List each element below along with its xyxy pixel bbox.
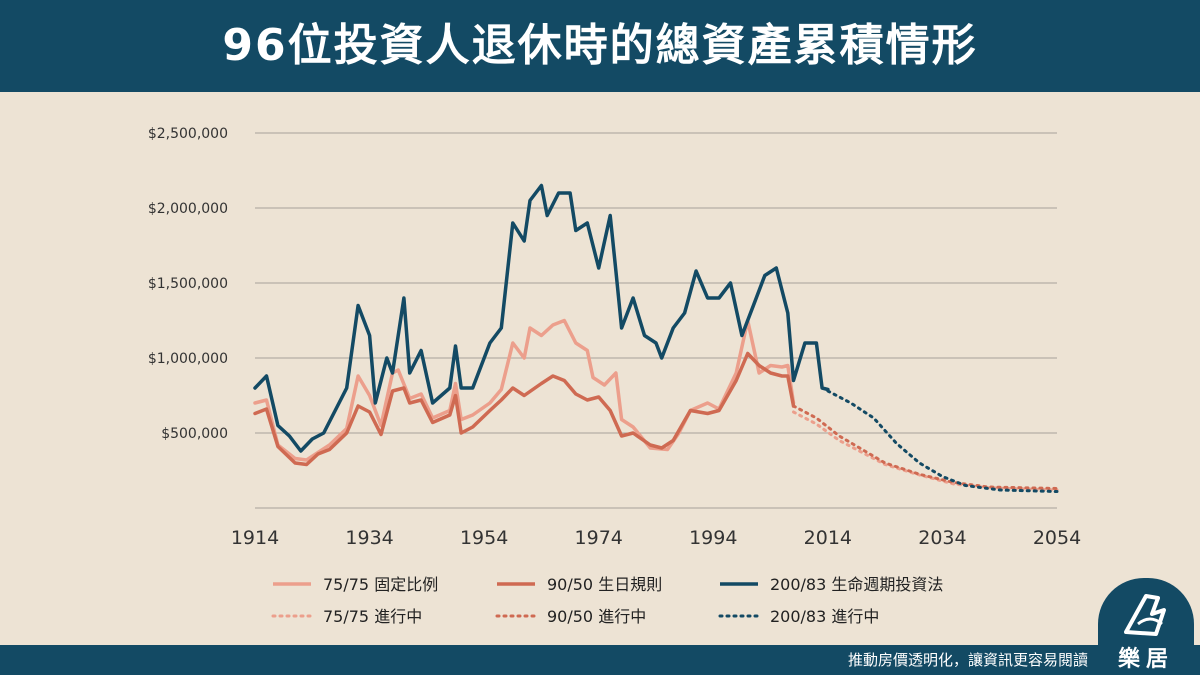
brand-logo: 樂居 [1098,578,1194,675]
brand-name: 樂居 [1117,647,1174,672]
x-tick-label: 2054 [1033,527,1081,549]
legend-label: 90/50 生日規則 [547,575,662,594]
legend-label: 200/83 生命週期投資法 [770,575,943,594]
x-tick-label: 2014 [804,527,852,549]
series-line-1 [253,318,796,462]
y-tick-label: $2,500,000 [148,126,228,142]
y-tick-label: $1,500,000 [148,276,228,292]
y-tick-label: $500,000 [161,426,228,442]
legend-label: 75/75 進行中 [323,607,422,626]
header-bar [0,0,1200,92]
y-tick-label: $2,000,000 [148,201,228,217]
legend-label: 75/75 固定比例 [323,575,438,594]
x-tick-label: 1994 [689,527,737,549]
series-line-6 [826,389,1059,493]
y-tick-label: $1,000,000 [148,351,228,367]
series-line-5 [792,404,1059,490]
x-tick-label: 1914 [231,527,279,549]
series-line-3 [253,183,830,453]
footer-tagline: 推動房價透明化，讓資訊更容易閱讀 [847,651,1088,669]
footer-bar: 推動房價透明化，讓資訊更容易閱讀 [0,645,1200,675]
series-line-4 [792,410,1059,492]
legend-label: 90/50 進行中 [547,607,646,626]
x-tick-label: 1974 [575,527,623,549]
brand-mark-icon [1124,594,1166,636]
x-tick-label: 2034 [918,527,966,549]
series-line-2 [253,351,796,467]
page-title: 96位投資人退休時的總資產累積情形 [222,20,978,71]
x-tick-label: 1954 [460,527,508,549]
legend-label: 200/83 進行中 [770,607,879,626]
x-tick-label: 1934 [345,527,393,549]
line-chart: $500,000 $1,000,000 $1,500,000 $2,000,000 $2… [148,126,1081,626]
